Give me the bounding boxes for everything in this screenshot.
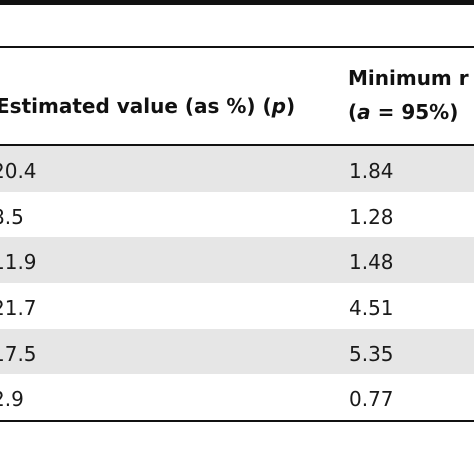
estimated-value-cell: 11.9 (0, 250, 37, 275)
minimum-value-cell: 1.48 (349, 250, 394, 275)
header-bottom-rule (0, 144, 474, 146)
estimated-value-cell: 8.5 (0, 204, 24, 229)
top-rule (0, 0, 474, 5)
table-body: 20.4 1.84 8.5 1.28 11.9 1.48 21.7 4.51 1… (0, 146, 474, 420)
table-row: 2.9 0.77 (0, 374, 474, 420)
table-row: 21.7 4.51 (0, 283, 474, 329)
table-row: 17.5 5.35 (0, 328, 474, 375)
minimum-value-cell: 0.77 (349, 387, 394, 412)
estimated-value-cell: 17.5 (0, 341, 37, 366)
minimum-value-cell: 4.51 (349, 296, 394, 321)
minimum-value-cell: 1.28 (349, 204, 394, 229)
column-header-minimum-line2: (a = 95%) (348, 100, 459, 124)
table-bottom-rule (0, 420, 474, 422)
estimated-value-cell: 20.4 (0, 159, 37, 183)
table-row: 11.9 1.48 (0, 237, 474, 284)
column-header-minimum-line1: Minimum r (348, 66, 469, 90)
table-row: 8.5 1.28 (0, 192, 474, 238)
estimated-value-cell: 2.9 (0, 387, 24, 412)
minimum-value-cell: 1.84 (349, 159, 394, 183)
header-top-rule (0, 46, 474, 48)
minimum-value-cell: 5.35 (349, 341, 394, 366)
column-header-estimated-value: Estimated value (as %) (p) (0, 94, 296, 118)
table-row: 20.4 1.84 (0, 146, 474, 192)
estimated-value-cell: 21.7 (0, 296, 37, 321)
